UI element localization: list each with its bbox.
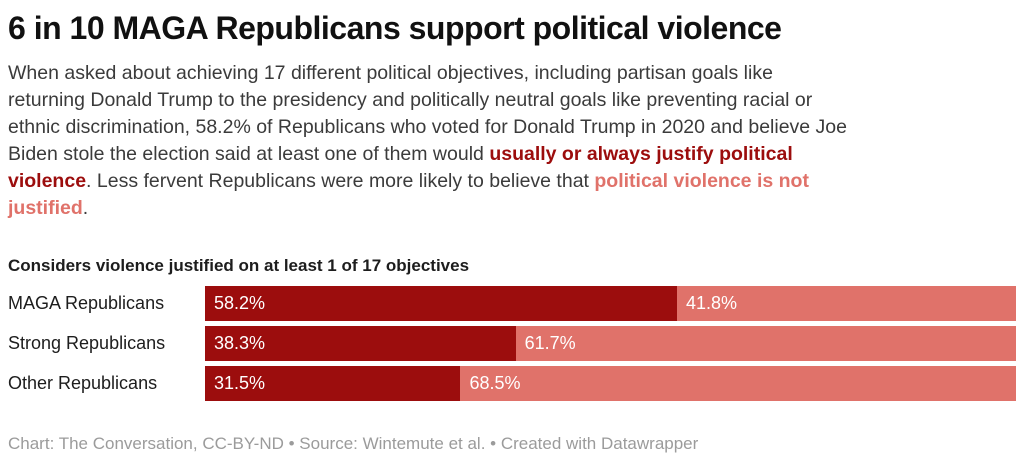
- bar-track: 58.2% 41.8%: [205, 286, 1016, 321]
- description-line: violence. Less fervent Republicans were …: [8, 168, 1016, 195]
- description-text: . Less fervent Republicans were more lik…: [86, 170, 595, 192]
- bar-row: Other Republicans 31.5% 68.5%: [8, 366, 1016, 401]
- bar-segment-not-justified: 61.7%: [515, 326, 1016, 361]
- description-text: Biden stole the election said at least o…: [8, 143, 490, 165]
- bar-row: MAGA Republicans 58.2% 41.8%: [8, 286, 1016, 321]
- attribution-line: Chart: The Conversation, CC-BY-ND • Sour…: [8, 434, 699, 453]
- bar-segment-not-justified: 41.8%: [677, 286, 1016, 321]
- bar-chart: MAGA Republicans 58.2% 41.8% Strong Republi…: [8, 286, 1016, 401]
- bar-segment-justified: 31.5%: [205, 366, 461, 401]
- highlight-justify-violence: violence: [8, 170, 87, 192]
- description-text: ethnic discrimination, 58.2% of Republic…: [8, 116, 847, 138]
- category-label: Other Republicans: [8, 373, 158, 393]
- description-line: ethnic discrimination, 58.2% of Republic…: [8, 114, 1016, 141]
- description-text: When asked about achieving 17 different …: [8, 62, 773, 84]
- bar-segment-justified: 38.3%: [205, 326, 516, 361]
- bar-segment-justified: 58.2%: [205, 286, 677, 321]
- highlight-not-justified: justified: [8, 197, 83, 219]
- description-line: Biden stole the election said at least o…: [8, 141, 1016, 168]
- description-line: justified.: [8, 195, 1016, 222]
- value-label: 61.7%: [524, 333, 576, 353]
- chart-title: 6 in 10 MAGA Republicans support politic…: [8, 10, 782, 46]
- value-label: 41.8%: [686, 293, 738, 313]
- highlight-not-justified: political violence is not: [594, 170, 809, 192]
- category-label: MAGA Republicans: [8, 293, 165, 313]
- chart-subtitle: Considers violence justified on at least…: [8, 256, 470, 275]
- description-line: returning Donald Trump to the presidency…: [8, 87, 1016, 114]
- value-label: 31.5%: [214, 373, 266, 393]
- bar-row: Strong Republicans 38.3% 61.7%: [8, 326, 1016, 361]
- value-label: 58.2%: [214, 293, 266, 313]
- value-label: 68.5%: [469, 373, 521, 393]
- bar-track: 38.3% 61.7%: [205, 326, 1016, 361]
- value-label: 38.3%: [214, 333, 266, 353]
- description-line: When asked about achieving 17 different …: [8, 60, 1016, 87]
- chart-description: When asked about achieving 17 different …: [8, 60, 1016, 222]
- category-label: Strong Republicans: [8, 333, 166, 353]
- bar-segment-not-justified: 68.5%: [460, 366, 1016, 401]
- description-text: returning Donald Trump to the presidency…: [8, 89, 813, 111]
- bar-track: 31.5% 68.5%: [205, 366, 1016, 401]
- highlight-justify-violence: usually or always justify political: [489, 143, 793, 165]
- description-text: .: [82, 197, 89, 219]
